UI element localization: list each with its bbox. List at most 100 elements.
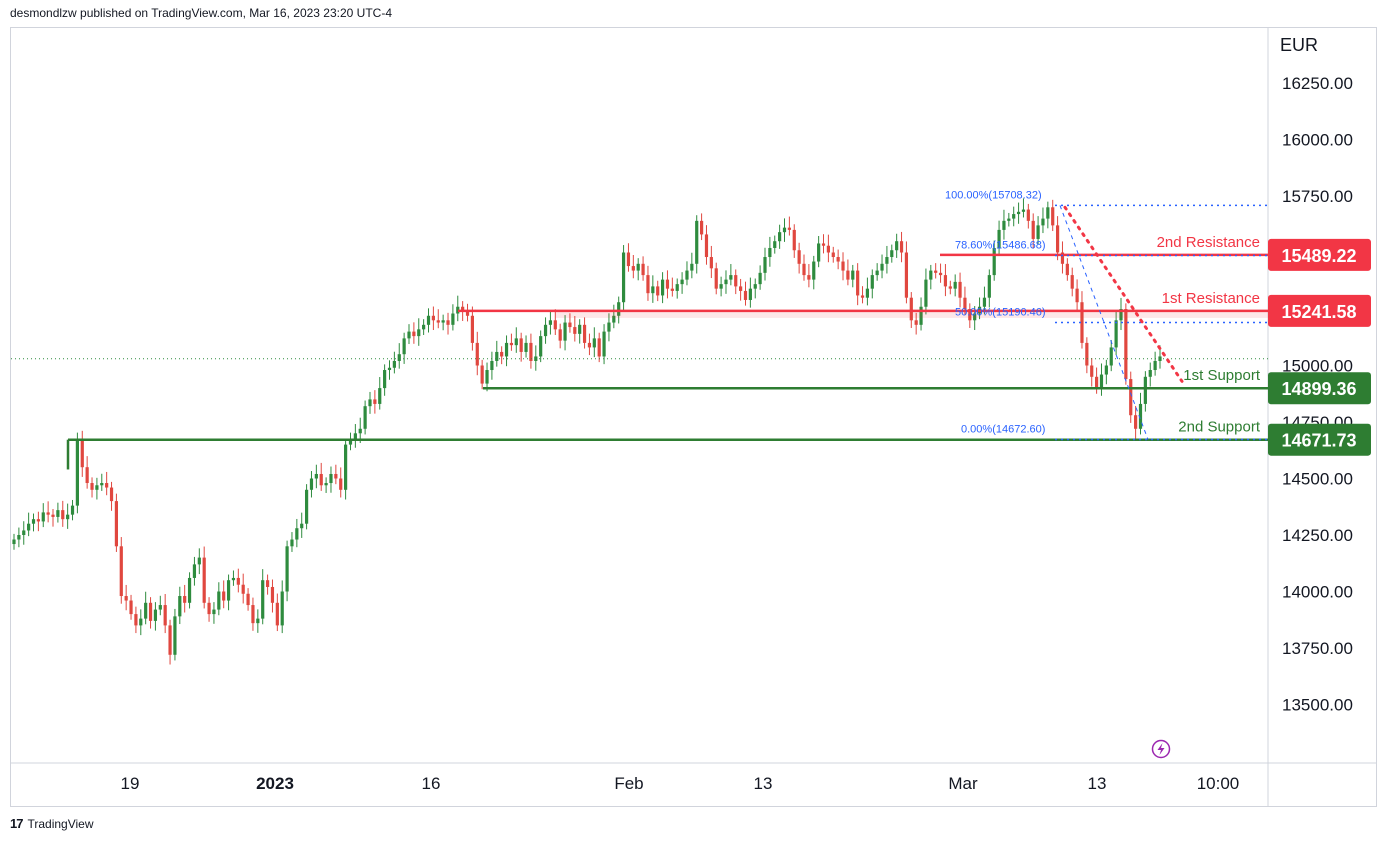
- y-tick-label: 16000.00: [1282, 131, 1353, 150]
- candle-body: [1104, 365, 1108, 375]
- candle-body: [212, 609, 216, 615]
- candle-body: [226, 580, 231, 601]
- y-tick-label: 16250.00: [1282, 74, 1353, 93]
- candle-body: [61, 510, 65, 520]
- candle-body: [1016, 211, 1021, 215]
- candle-body: [1080, 302, 1084, 343]
- candle-body: [680, 279, 684, 285]
- candle-body: [953, 281, 957, 289]
- candle-body: [192, 564, 197, 578]
- candle-body: [1095, 376, 1099, 389]
- candle-body: [475, 342, 479, 366]
- chart-frame[interactable]: [10, 27, 1377, 807]
- candle-body: [1002, 220, 1006, 230]
- fib-retracement: 100.00%(15708.32) 78.60%(15486.68) 50.00%(…: [945, 189, 1268, 759]
- candle-body: [851, 270, 855, 280]
- candle-body: [329, 473, 333, 484]
- candle-body: [519, 338, 523, 352]
- candle-body: [509, 342, 514, 346]
- candle-body: [758, 272, 762, 285]
- candle-body: [480, 365, 484, 384]
- candle-body: [1051, 207, 1055, 226]
- candle-body: [456, 306, 460, 314]
- candle-body: [358, 428, 362, 434]
- candle-body: [573, 327, 577, 334]
- level-tag-value: 14671.73: [1281, 431, 1356, 451]
- candle-body: [1134, 415, 1138, 429]
- candle-body: [109, 487, 114, 502]
- candle-body: [56, 510, 60, 517]
- candle-body: [773, 241, 777, 248]
- candle-body: [602, 331, 606, 357]
- candle-body: [441, 320, 445, 323]
- candle-body: [670, 288, 674, 291]
- candle-body: [924, 279, 928, 307]
- candle-body: [748, 288, 752, 300]
- candle-body: [743, 290, 748, 300]
- candle-body: [431, 315, 435, 321]
- candle-body: [821, 243, 826, 246]
- candle-body: [485, 370, 489, 384]
- candle-body: [909, 297, 913, 321]
- candle-body: [1129, 379, 1133, 416]
- candle-body: [558, 329, 562, 341]
- candle-body: [651, 286, 655, 294]
- level-tag: [1268, 238, 1371, 271]
- x-tick-label: Mar: [948, 774, 978, 793]
- candle-body: [607, 322, 611, 332]
- candle-body: [144, 602, 148, 619]
- candle-body: [529, 342, 533, 361]
- candle-body: [982, 297, 987, 307]
- candle-body: [792, 229, 796, 251]
- candle-body: [324, 483, 328, 486]
- candle-body: [768, 247, 772, 258]
- time-axis: 19 2023 16 Feb 13 Mar 13 10:00: [121, 774, 1240, 793]
- candle-body: [987, 275, 991, 298]
- candle-body: [846, 270, 850, 280]
- lightning-icon: [1151, 739, 1171, 759]
- candle-body: [1036, 225, 1040, 239]
- candle-body: [490, 360, 494, 371]
- candle-body: [236, 577, 240, 585]
- candle-body: [265, 580, 270, 587]
- candle-body: [631, 266, 635, 271]
- candle-body: [958, 281, 962, 298]
- candle-body: [314, 473, 318, 479]
- candle-body: [807, 275, 811, 280]
- candle-body: [66, 514, 70, 520]
- candle-body: [187, 577, 192, 603]
- candle-body: [695, 220, 699, 264]
- fib-label: 0.00%(14672.60): [961, 423, 1045, 435]
- candle-body: [407, 331, 411, 339]
- candle-body: [222, 591, 226, 601]
- candle-body: [690, 263, 694, 271]
- grid: [11, 28, 1376, 806]
- footer-brand[interactable]: TradingView: [27, 816, 94, 831]
- candle-body: [344, 444, 348, 490]
- candle-body: [646, 275, 650, 294]
- level-tag: [1268, 423, 1371, 456]
- candle-body: [392, 360, 396, 368]
- candle-body: [938, 272, 943, 276]
- candle-body: [446, 320, 450, 325]
- candle-body: [685, 270, 689, 280]
- candle-body: [885, 257, 889, 264]
- candle-body: [553, 320, 557, 330]
- publisher-header: desmondlzw published on TradingView.com,…: [10, 6, 392, 20]
- level-tags: 15489.22 15241.58 14899.36 14671.73: [1268, 238, 1371, 456]
- candle-body: [621, 252, 626, 303]
- candle-body: [270, 586, 275, 603]
- x-tick-label: 16: [422, 774, 441, 793]
- candle-body: [134, 614, 138, 626]
- candle-body: [1007, 218, 1011, 221]
- candle-body: [729, 275, 733, 280]
- candle-body: [763, 257, 767, 273]
- candle-body: [782, 227, 787, 233]
- candle-body: [422, 324, 426, 330]
- candle-body: [587, 342, 592, 348]
- candle-body: [675, 284, 679, 291]
- candle-body: [914, 320, 918, 325]
- candle-body: [261, 580, 265, 619]
- level-tag: [1268, 294, 1371, 327]
